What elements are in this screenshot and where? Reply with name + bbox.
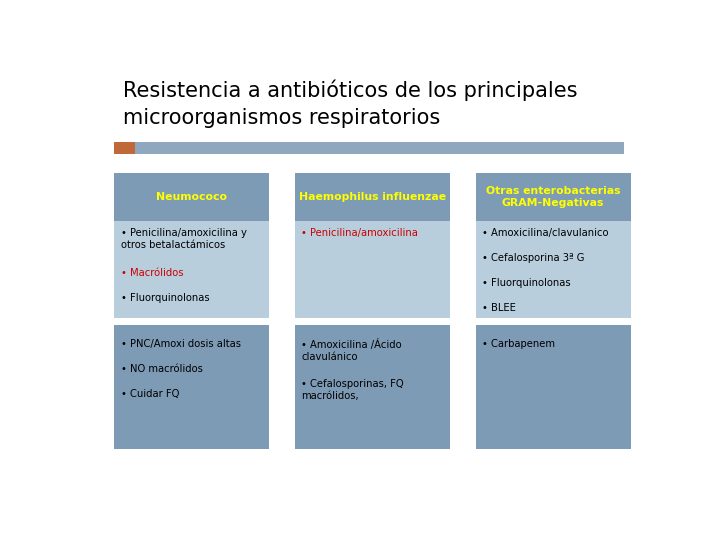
Text: microorganismos respiratorios: microorganismos respiratorios <box>124 109 441 129</box>
Bar <box>476 173 631 319</box>
Text: • Cuidar FQ: • Cuidar FQ <box>121 389 179 399</box>
Text: Resistencia a antibióticos de los principales: Resistencia a antibióticos de los princi… <box>124 79 578 101</box>
Text: • Cefalosporinas, FQ
macrólidos,: • Cefalosporinas, FQ macrólidos, <box>302 379 404 401</box>
Bar <box>476 173 631 221</box>
Text: • Cefalosporina 3ª G: • Cefalosporina 3ª G <box>482 253 585 263</box>
Bar <box>114 141 135 154</box>
Bar <box>294 173 450 319</box>
Text: • Fluorquinolonas: • Fluorquinolonas <box>121 293 210 303</box>
Text: Otras enterobacterias
GRAM-Negativas: Otras enterobacterias GRAM-Negativas <box>486 186 621 208</box>
Text: Haemophilus influenzae: Haemophilus influenzae <box>299 192 446 202</box>
Text: • Carbapenem: • Carbapenem <box>482 339 555 349</box>
Bar <box>135 141 624 154</box>
Text: • Macrólidos: • Macrólidos <box>121 268 183 278</box>
Text: • BLEE: • BLEE <box>482 303 516 313</box>
Text: • Fluorquinolonas: • Fluorquinolonas <box>482 278 571 288</box>
Text: • Penicilina/amoxicilina y
otros betalactámicos: • Penicilina/amoxicilina y otros betalac… <box>121 228 246 250</box>
Text: • PNC/Amoxi dosis altas: • PNC/Amoxi dosis altas <box>121 339 240 349</box>
Text: • Amoxicilina /Ácido
clavulánico: • Amoxicilina /Ácido clavulánico <box>302 339 402 362</box>
Text: Neumococo: Neumococo <box>156 192 227 202</box>
Bar <box>114 325 269 449</box>
Text: • NO macrólidos: • NO macrólidos <box>121 364 202 374</box>
Bar <box>294 325 450 449</box>
Text: • Amoxicilina/clavulanico: • Amoxicilina/clavulanico <box>482 228 609 238</box>
Bar <box>294 173 450 221</box>
Bar <box>114 173 269 221</box>
Bar <box>476 325 631 449</box>
Bar <box>114 173 269 319</box>
Text: • Penicilina/amoxicilina: • Penicilina/amoxicilina <box>302 228 418 238</box>
